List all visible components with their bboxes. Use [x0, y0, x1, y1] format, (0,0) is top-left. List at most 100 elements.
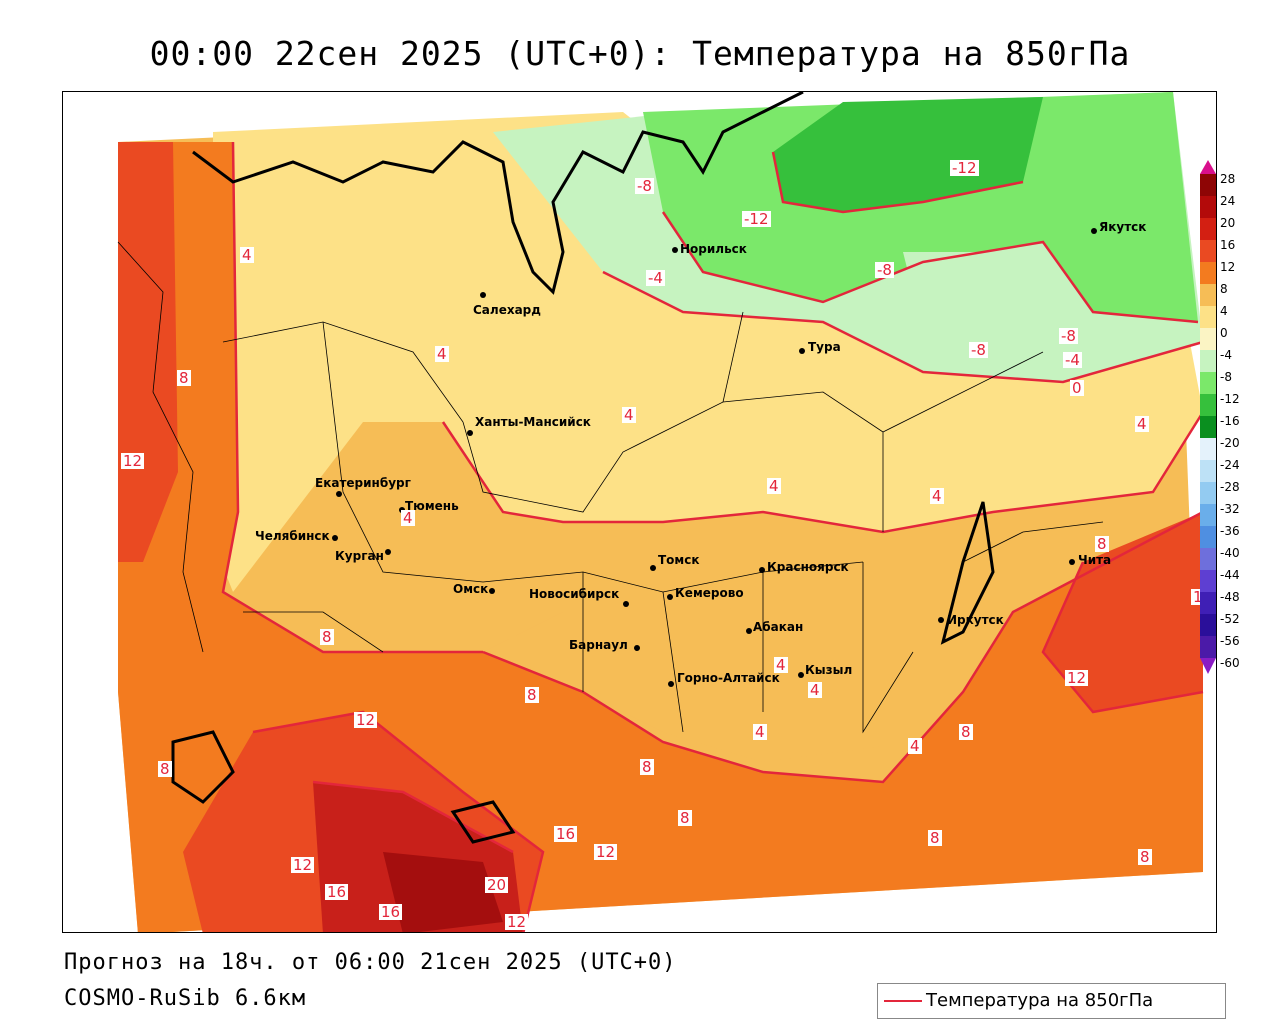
colorbar-tick: 20	[1220, 216, 1236, 230]
contour-label: 12	[505, 913, 529, 931]
city-label[interactable]: Челябинск	[255, 529, 330, 543]
city-dot	[467, 430, 473, 436]
contour-label: 4	[767, 477, 781, 495]
city-label[interactable]: Барнаул	[569, 638, 628, 652]
colorbar-tick: 8	[1220, 282, 1228, 296]
contour-label: 4	[808, 681, 822, 699]
city-dot	[799, 348, 805, 354]
contour-label: -12	[950, 159, 979, 177]
colorbar-tick: 24	[1220, 194, 1236, 208]
colorbar-tick: 28	[1220, 172, 1236, 186]
region-fill-cold-dark	[773, 97, 1043, 212]
colorbar-tick: -60	[1220, 656, 1240, 670]
legend-label: Температура на 850гПа	[926, 990, 1154, 1011]
contour-label: -8	[875, 261, 894, 279]
contour-label: -8	[969, 341, 988, 359]
colorbar-tick: -52	[1220, 612, 1240, 626]
city-label[interactable]: Чита	[1078, 553, 1112, 567]
city-dot	[634, 645, 640, 651]
contour-label: 8	[928, 829, 942, 847]
city-dot	[623, 601, 629, 607]
city-label[interactable]: Курган	[335, 549, 384, 563]
city-label[interactable]: Красноярск	[767, 560, 849, 574]
region-fill-4-8-inner	[483, 592, 923, 762]
city-dot	[1091, 228, 1097, 234]
contour-label: 8	[678, 809, 692, 827]
city-dot	[667, 594, 673, 600]
city-label[interactable]: Ханты-Мансийск	[475, 415, 591, 429]
temperature-map[interactable]: Салехард Норильск Якутск Тура Ханты-Манс…	[62, 91, 1217, 933]
region-fill-20-24	[383, 852, 503, 932]
city-label[interactable]: Абакан	[753, 620, 804, 634]
city-label[interactable]: Новосибирск	[529, 587, 620, 601]
city-dot	[746, 628, 752, 634]
colorbar-tick: -44	[1220, 568, 1240, 582]
contour-label: -4	[1063, 351, 1082, 369]
city-dot	[798, 672, 804, 678]
city-label[interactable]: Томск	[658, 553, 700, 567]
admin-borders	[117, 241, 1104, 734]
city-label[interactable]: Тура	[808, 340, 841, 354]
city-label[interactable]: Омск	[453, 582, 489, 596]
contour-label: -4	[646, 269, 665, 287]
city-label[interactable]: Горно-Алтайск	[677, 671, 780, 685]
city-label[interactable]: Тюмень	[405, 499, 459, 513]
city-dot	[1069, 559, 1075, 565]
contour-label: 4	[1135, 415, 1149, 433]
contour-label: -8	[635, 177, 654, 195]
city-dot	[480, 292, 486, 298]
colorbar-tick: -56	[1220, 634, 1240, 648]
colorbar-tick: -32	[1220, 502, 1240, 516]
coastline	[171, 92, 995, 844]
city-label[interactable]: Кызыл	[805, 663, 853, 677]
colorbar-scale	[1200, 160, 1216, 674]
colorbar-tick: -4	[1220, 348, 1232, 362]
legend-line-swatch	[884, 1000, 922, 1002]
city-label[interactable]: Екатеринбург	[315, 476, 411, 490]
contour-label: 8	[1138, 848, 1152, 866]
colorbar	[1200, 160, 1216, 694]
region-fill-cold-pale	[903, 252, 1033, 352]
contour-label: 16	[325, 883, 349, 901]
contour-label: -12	[742, 210, 771, 228]
forecast-info: Прогноз на 18ч. от 06:00 21сен 2025 (UTC…	[64, 950, 677, 975]
colorbar-tick: -20	[1220, 436, 1240, 450]
city-dot	[489, 588, 495, 594]
colorbar-tick: 16	[1220, 238, 1236, 252]
city-dot	[385, 549, 391, 555]
map-title: 00:00 22сен 2025 (UTC+0): Температура на…	[149, 34, 1131, 73]
contour-label: 4	[401, 509, 415, 527]
city-label[interactable]: Якутск	[1099, 220, 1147, 234]
contour-label: 4	[622, 406, 636, 424]
map-canvas	[117, 92, 1205, 932]
city-dot	[332, 535, 338, 541]
contour-label: 4	[240, 246, 254, 264]
contour-label: 20	[485, 876, 509, 894]
colorbar-tick: -36	[1220, 524, 1240, 538]
city-label[interactable]: Кемерово	[675, 586, 744, 600]
contour-label: 4	[774, 656, 788, 674]
colorbar-tick: -48	[1220, 590, 1240, 604]
colorbar-tick: -28	[1220, 480, 1240, 494]
city-label[interactable]: Норильск	[680, 242, 747, 256]
city-label[interactable]: Салехард	[473, 303, 541, 317]
contour-label: 8	[1095, 535, 1109, 553]
colorbar-tick: -24	[1220, 458, 1240, 472]
city-label[interactable]: Иркутск	[947, 613, 1004, 627]
region-fill-0-4	[213, 112, 1203, 592]
contour-label: 8	[158, 760, 172, 778]
contour-label: 4	[930, 487, 944, 505]
city-dot	[336, 491, 342, 497]
contour-label: 0	[1070, 379, 1084, 397]
contour-label: 12	[1065, 669, 1089, 687]
contour-label: 4	[435, 345, 449, 363]
city-dot	[938, 617, 944, 623]
contour-label: 8	[320, 628, 334, 646]
isotherms	[221, 141, 1205, 932]
colorbar-tick: -12	[1220, 392, 1240, 406]
contour-label: 8	[640, 758, 654, 776]
city-dot	[759, 567, 765, 573]
contour-label: 12	[594, 843, 618, 861]
colorbar-tick: 12	[1220, 260, 1236, 274]
colorbar-tick: -40	[1220, 546, 1240, 560]
